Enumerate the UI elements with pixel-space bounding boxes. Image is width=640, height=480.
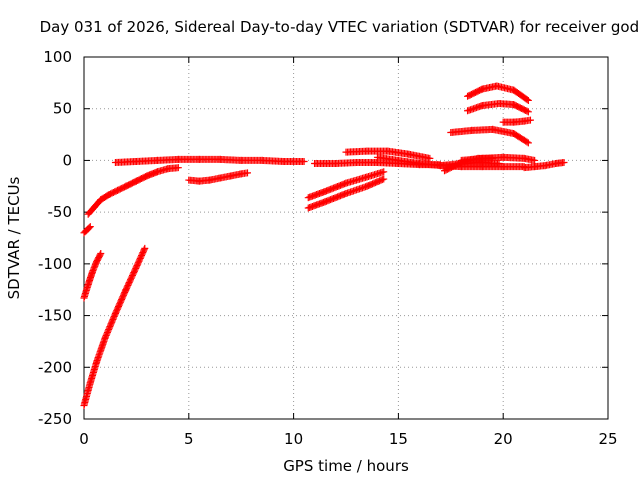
data-point <box>524 108 532 116</box>
data-point <box>140 246 148 254</box>
plot-frame <box>83 56 609 420</box>
x-tick-label: 15 <box>389 430 408 448</box>
y-tick-label: 100 <box>43 48 72 66</box>
y-tick-label: 50 <box>53 100 72 118</box>
data-point <box>523 96 531 104</box>
y-tick-label: -200 <box>38 358 72 376</box>
data-point <box>523 107 531 115</box>
x-axis-label: GPS time / hours <box>283 457 409 475</box>
series-arc16 <box>447 125 532 147</box>
series-arc3 <box>80 244 149 410</box>
series-arc10 <box>342 147 434 162</box>
data-point <box>426 154 434 162</box>
y-tick-label: -250 <box>38 410 72 428</box>
series-arc4 <box>84 164 182 218</box>
data-point <box>141 244 149 252</box>
x-tick-label: 5 <box>184 430 194 448</box>
series-arc17 <box>499 116 534 126</box>
data-point <box>85 224 93 232</box>
y-tick-label: -50 <box>48 203 73 221</box>
data-point <box>380 168 388 176</box>
data-point <box>96 251 104 259</box>
data-point <box>174 164 182 172</box>
x-tick-label: 20 <box>494 430 513 448</box>
series-arc8 <box>304 175 388 212</box>
data-point <box>526 116 534 124</box>
y-tick-label: -100 <box>38 255 72 273</box>
series-arc19 <box>464 82 532 104</box>
data-point <box>560 158 568 166</box>
series-arc1 <box>80 223 94 237</box>
series-arc15 <box>520 158 568 172</box>
x-tick-label: 10 <box>284 430 303 448</box>
x-tick-label: 0 <box>79 430 89 448</box>
y-axis-label: SDTVAR / TECUs <box>5 176 23 299</box>
y-tick-label: -150 <box>38 307 72 325</box>
series-arc18 <box>464 100 532 116</box>
chart-title: Day 031 of 2026, Sidereal Day-to-day VTE… <box>40 18 640 36</box>
data-point <box>243 169 251 177</box>
y-tick-label: 0 <box>62 151 72 169</box>
data-point <box>495 160 503 168</box>
data-point <box>524 96 532 104</box>
data-points <box>80 82 568 410</box>
series-arc2 <box>80 250 105 302</box>
series-arc14 <box>457 153 539 164</box>
series-arc6 <box>185 169 251 185</box>
data-point <box>97 250 105 258</box>
axis-ticks: -250 -200 -150 -100 -50 0 50 100 0 5 10 15 20 25 <box>38 48 618 448</box>
data-point <box>524 139 532 147</box>
data-point <box>300 157 308 165</box>
data-point <box>86 223 94 231</box>
data-point <box>378 176 386 184</box>
x-tick-label: 25 <box>598 430 617 448</box>
data-point <box>523 138 531 146</box>
data-point <box>531 156 539 164</box>
series-arc7 <box>304 168 388 202</box>
series-arc5 <box>111 155 308 166</box>
data-point <box>380 175 388 183</box>
